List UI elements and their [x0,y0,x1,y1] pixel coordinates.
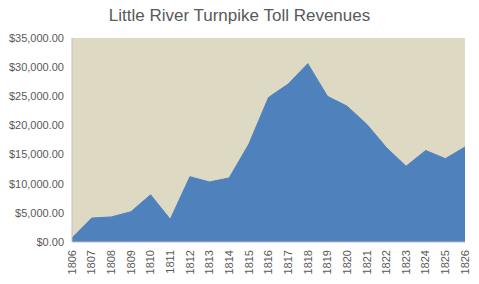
svg-text:$15,000.00: $15,000.00 [9,148,64,160]
svg-text:$0.00: $0.00 [36,236,64,248]
svg-text:$10,000.00: $10,000.00 [9,178,64,190]
svg-text:$35,000.00: $35,000.00 [9,32,64,44]
html-text:Little River Turnpike Toll Rev: Little River Turnpike Toll Revenues [108,6,371,25]
svg-text:$30,000.00: $30,000.00 [9,61,64,73]
svg-text:1822: 1822 [380,250,392,274]
svg-text:1819: 1819 [321,250,333,274]
svg-text:$25,000.00: $25,000.00 [9,90,64,102]
svg-text:1816: 1816 [262,250,274,274]
svg-text:1820: 1820 [341,250,353,274]
svg-text:1826: 1826 [459,250,471,274]
svg-text:1815: 1815 [243,250,255,274]
svg-text:1817: 1817 [282,250,294,274]
svg-text:1807: 1807 [85,250,97,274]
svg-text:1825: 1825 [439,250,451,274]
svg-text:1814: 1814 [223,250,235,274]
svg-text:$20,000.00: $20,000.00 [9,119,64,131]
svg-text:$5,000.00: $5,000.00 [15,207,64,219]
svg-text:1810: 1810 [144,250,156,274]
svg-text:1821: 1821 [361,250,373,274]
svg-text:1824: 1824 [420,250,432,274]
svg-text:1812: 1812 [184,250,196,274]
svg-text:1811: 1811 [164,250,176,274]
svg-text:1823: 1823 [400,250,412,274]
svg-text:1818: 1818 [302,250,314,274]
svg-text:1808: 1808 [105,250,117,274]
svg-text:1809: 1809 [125,250,137,274]
svg-text:1806: 1806 [66,250,78,274]
svg-text:1813: 1813 [203,250,215,274]
